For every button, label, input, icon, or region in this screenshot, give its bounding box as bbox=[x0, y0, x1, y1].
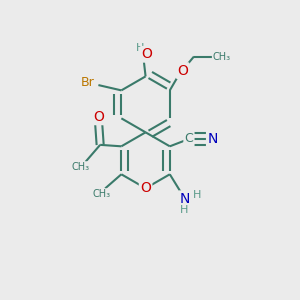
Text: Br: Br bbox=[81, 76, 95, 89]
Text: N: N bbox=[207, 132, 218, 146]
Text: H: H bbox=[193, 190, 201, 200]
Text: CH₃: CH₃ bbox=[93, 189, 111, 199]
Text: O: O bbox=[177, 64, 188, 78]
Text: O: O bbox=[93, 110, 104, 124]
Text: CH₃: CH₃ bbox=[213, 52, 231, 61]
Text: O: O bbox=[141, 47, 152, 61]
Text: N: N bbox=[179, 192, 190, 206]
Text: C: C bbox=[184, 133, 193, 146]
Text: O: O bbox=[140, 181, 151, 195]
Text: H: H bbox=[136, 43, 144, 52]
Text: H: H bbox=[180, 205, 189, 214]
Text: CH₃: CH₃ bbox=[71, 162, 89, 172]
